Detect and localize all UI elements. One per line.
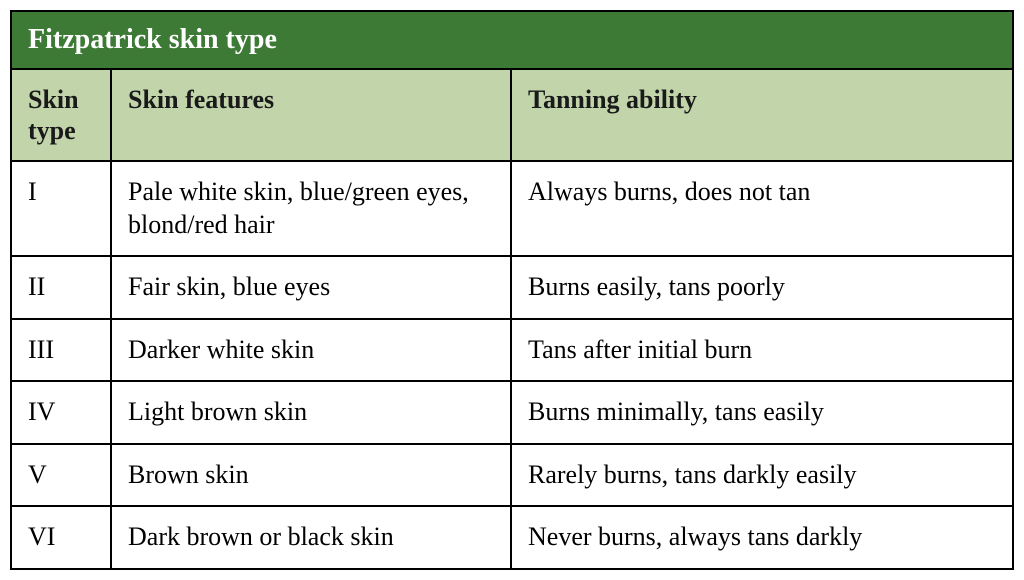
cell-tanning: Burns easily, tans poorly [512, 255, 1012, 318]
cell-skin-type: IV [12, 380, 112, 443]
cell-skin-features: Dark brown or black skin [112, 505, 512, 568]
table-row: III Darker white skin Tans after initial… [12, 318, 1012, 381]
table-row: VI Dark brown or black skin Never burns,… [12, 505, 1012, 568]
cell-skin-type: II [12, 255, 112, 318]
cell-tanning: Rarely burns, tans darkly easily [512, 443, 1012, 506]
cell-tanning: Never burns, always tans darkly [512, 505, 1012, 568]
cell-tanning: Always burns, does not tan [512, 160, 1012, 255]
cell-skin-features: Fair skin, blue eyes [112, 255, 512, 318]
header-tanning-ability: Tanning ability [512, 68, 1012, 160]
cell-skin-type: I [12, 160, 112, 255]
cell-skin-features: Pale white skin, blue/green eyes, blond/… [112, 160, 512, 255]
header-skin-features: Skin features [112, 68, 512, 160]
cell-skin-features: Light brown skin [112, 380, 512, 443]
cell-skin-type: V [12, 443, 112, 506]
cell-tanning: Burns minimally, tans easily [512, 380, 1012, 443]
cell-skin-type: VI [12, 505, 112, 568]
table-row: I Pale white skin, blue/green eyes, blon… [12, 160, 1012, 255]
header-skin-type: Skin type [12, 68, 112, 160]
cell-skin-features: Brown skin [112, 443, 512, 506]
table-row: II Fair skin, blue eyes Burns easily, ta… [12, 255, 1012, 318]
table-title: Fitzpatrick skin type [12, 12, 1012, 68]
table-row: V Brown skin Rarely burns, tans darkly e… [12, 443, 1012, 506]
table-row: IV Light brown skin Burns minimally, tan… [12, 380, 1012, 443]
cell-skin-type: III [12, 318, 112, 381]
fitzpatrick-table: Fitzpatrick skin type Skin type Skin fea… [10, 10, 1014, 570]
table-header-row: Skin type Skin features Tanning ability [12, 68, 1012, 160]
cell-skin-features: Darker white skin [112, 318, 512, 381]
cell-tanning: Tans after initial burn [512, 318, 1012, 381]
